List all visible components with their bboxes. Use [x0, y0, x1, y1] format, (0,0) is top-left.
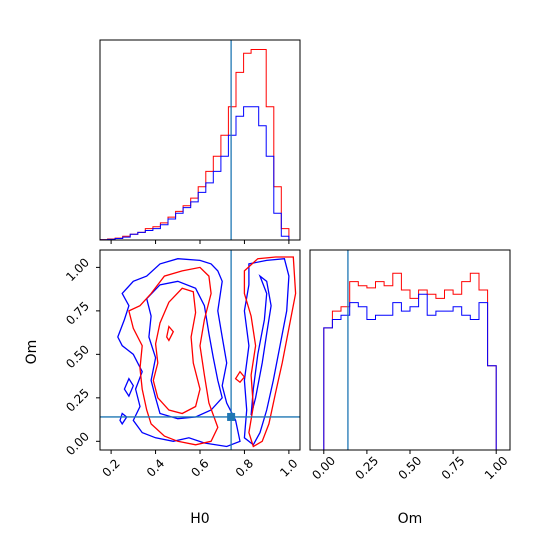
contour-series-0-2 [243, 257, 290, 446]
om-histogram-panel: 0.00 0.25 0.50 0.75 1.00 [309, 249, 511, 483]
x-axis-label-h0: H0 [190, 511, 209, 527]
om-histogram-series-0 [310, 272, 510, 451]
contour-group [117, 256, 297, 448]
contour-series-0-0 [117, 258, 241, 448]
contour-series-1-3 [166, 325, 175, 342]
h0-histogram-frame [99, 39, 301, 241]
contour-series-1-2 [243, 256, 297, 448]
y-axis-label-om: Om [24, 340, 40, 365]
contour-series-0-1 [145, 280, 223, 420]
contour-series-0-5 [119, 412, 128, 426]
h0-om-contour-panel: 0.2 0.4 0.6 0.8 1.0 0.00 0.25 0.50 0.75 1.00 [63, 249, 301, 480]
om-xtick-label-1: 0.25 [353, 454, 382, 483]
om-xtick-label-0: 0.00 [309, 454, 338, 483]
contour-xtick-label-4: 1.0 [277, 456, 300, 479]
contour-ytick-label-1: 0.25 [63, 386, 92, 415]
x-axis-label-om: Om [398, 511, 423, 527]
h0-histogram-series-1 [100, 106, 300, 241]
contour-ytick-label-0: 0.00 [63, 429, 92, 458]
truth-marker [227, 412, 236, 421]
contour-series-1-1 [152, 287, 201, 415]
contour-series-1-0 [128, 266, 219, 446]
contour-series-1-4 [234, 370, 246, 384]
contour-ytick-label-4: 1.00 [63, 255, 92, 284]
h0-histogram-panel [99, 39, 301, 244]
contour-xtick-label-2: 0.6 [188, 456, 211, 479]
om-histogram-series-1 [310, 293, 510, 451]
om-xtick-label-3: 0.75 [439, 454, 468, 483]
contour-xtick-label-0: 0.2 [99, 456, 122, 479]
contour-ytick-label-2: 0.50 [63, 342, 92, 371]
h0-histogram-series-0 [100, 49, 300, 241]
contour-xtick-label-1: 0.4 [144, 456, 167, 479]
contour-series-0-4 [123, 377, 135, 398]
om-xtick-label-2: 0.50 [396, 454, 425, 483]
contour-frame [99, 249, 301, 451]
contour-series-0-3 [250, 274, 272, 416]
contour-ytick-label-3: 0.75 [63, 299, 92, 328]
om-xtick-label-4: 1.00 [482, 454, 511, 483]
om-histogram-frame [309, 249, 511, 451]
contour-xtick-label-3: 0.8 [233, 456, 256, 479]
